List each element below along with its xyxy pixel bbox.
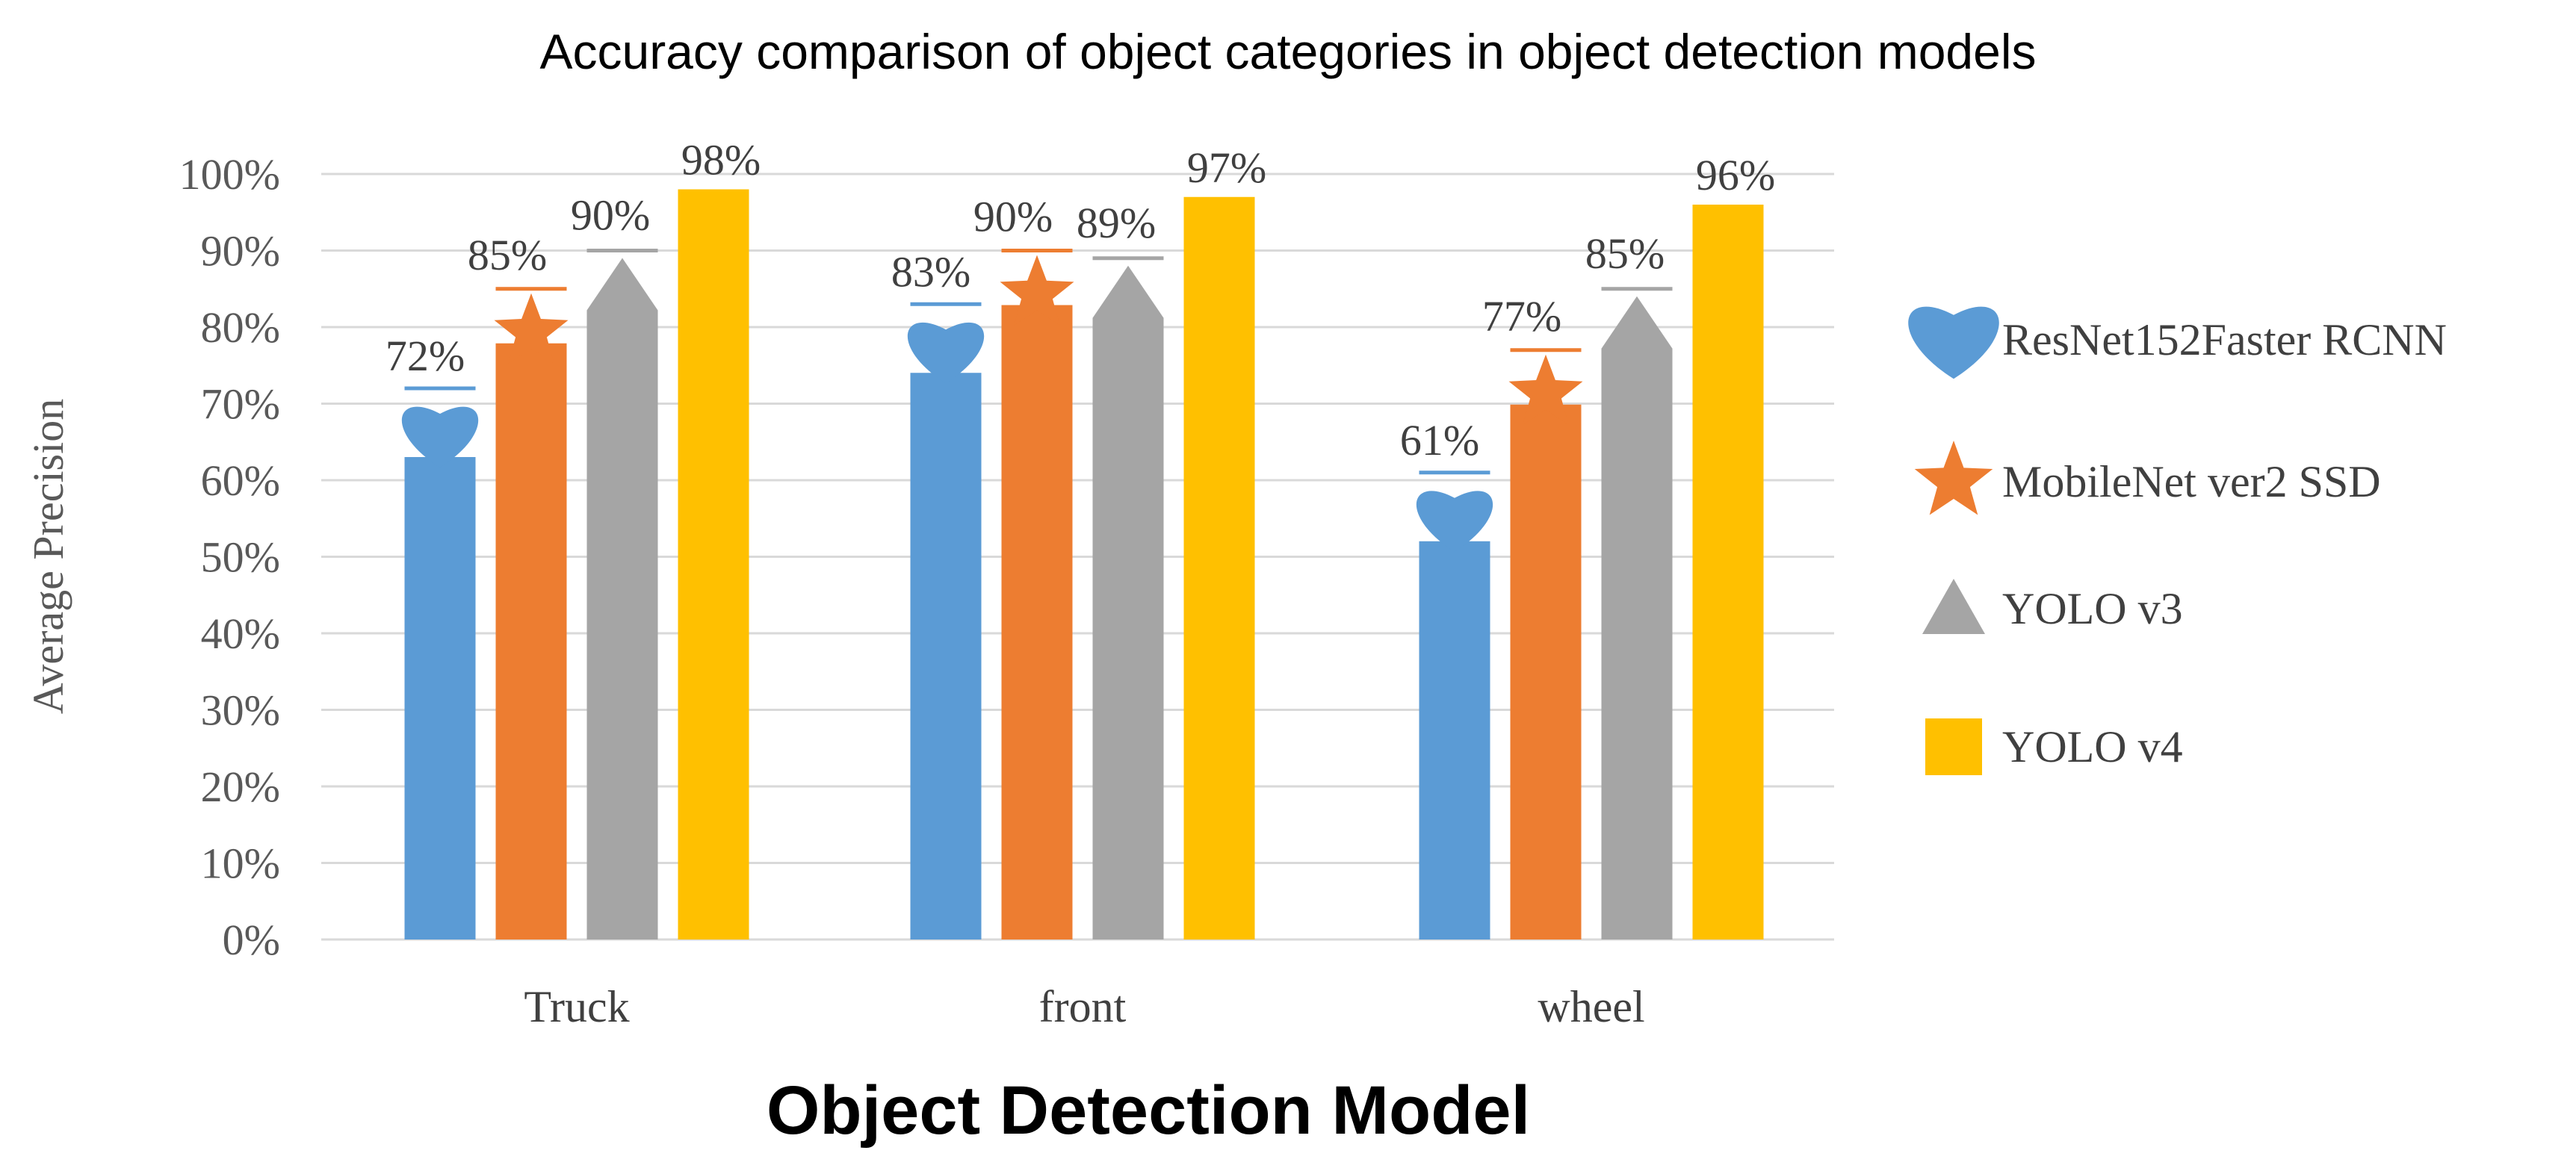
data-label: 85%: [468, 231, 547, 279]
data-label: 61%: [1400, 416, 1479, 465]
x-axis-label: Object Detection Model: [767, 1072, 1530, 1149]
x-tick-label: front: [1039, 982, 1127, 1031]
bar-marker-star: [1000, 255, 1074, 326]
data-label: 97%: [1187, 143, 1266, 192]
legend-heart-icon: [1908, 306, 1999, 379]
bar: [1419, 541, 1490, 939]
legend-star-icon: [1914, 441, 1993, 515]
data-label: 83%: [891, 247, 970, 296]
y-tick-label: 50%: [201, 533, 280, 582]
bar: [586, 258, 658, 939]
bar: [910, 373, 982, 939]
bar: [404, 457, 476, 939]
bar: [1601, 296, 1673, 939]
bar: [1001, 305, 1073, 939]
y-axis-ticks: 0% 10% 20% 30% 40% 50% 60% 70% 80% 90% 100%: [179, 150, 280, 964]
y-axis-label: Average Precision: [24, 399, 72, 714]
bar-marker-star: [494, 293, 569, 364]
bar-marker-heart: [1416, 491, 1493, 552]
legend-square-icon: [1925, 718, 1982, 775]
data-label: 90%: [973, 193, 1053, 241]
data-label: 89%: [1077, 199, 1156, 247]
data-label: 96%: [1696, 151, 1775, 199]
bar: [678, 189, 749, 939]
x-tick-label: Truck: [524, 982, 629, 1031]
bar-marker-heart: [907, 322, 985, 384]
y-tick-label: 20%: [201, 762, 280, 811]
legend-label: ResNet152Faster RCNN: [2002, 315, 2447, 364]
y-tick-label: 0%: [223, 916, 280, 964]
legend-triangle-icon: [1922, 579, 1985, 634]
y-tick-label: 30%: [201, 686, 280, 735]
y-tick-label: 90%: [201, 227, 280, 276]
data-label: 85%: [1585, 229, 1665, 278]
legend-label: YOLO v4: [2002, 722, 2183, 771]
bar: [495, 343, 567, 939]
bar: [1092, 265, 1164, 939]
chart-title: Accuracy comparison of object categories…: [539, 24, 2036, 79]
y-tick-label: 60%: [201, 456, 280, 505]
y-tick-label: 40%: [201, 609, 280, 658]
data-label: 90%: [571, 191, 650, 240]
x-tick-label: wheel: [1538, 982, 1644, 1031]
legend: ResNet152Faster RCNN MobileNet ver2 SSD YO…: [1908, 306, 2447, 775]
y-tick-label: 100%: [179, 150, 280, 199]
legend-label: MobileNet ver2 SSD: [2002, 457, 2381, 506]
x-axis-ticks: Truck front wheel: [524, 982, 1644, 1031]
data-label: 72%: [386, 332, 465, 380]
grid: [321, 173, 1834, 941]
bar: [1183, 196, 1255, 939]
bar-marker-star: [1508, 354, 1583, 425]
bar-marker-heart: [401, 406, 479, 468]
bars: 72%85%90%98%83%90% 89%97%61%77%85%96%: [386, 136, 1775, 939]
data-label: 98%: [681, 136, 761, 184]
bar: [1692, 205, 1764, 939]
legend-label: YOLO v3: [2002, 584, 2183, 633]
y-tick-label: 70%: [201, 380, 280, 429]
y-tick-label: 10%: [201, 839, 280, 888]
data-label: 77%: [1482, 292, 1561, 341]
y-tick-label: 80%: [201, 303, 280, 352]
bar: [1510, 404, 1582, 939]
